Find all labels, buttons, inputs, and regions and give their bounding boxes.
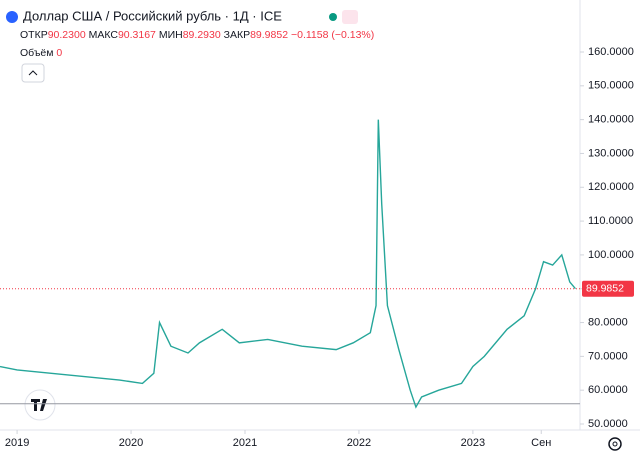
x-tick-label: 2019 — [5, 437, 29, 449]
y-tick-label: 130.0000 — [588, 147, 634, 159]
logo-mark — [31, 399, 47, 411]
y-tick-label: 110.0000 — [588, 215, 633, 227]
symbol-icon — [6, 11, 18, 23]
volume-value: 0 — [56, 47, 62, 59]
last-price-label: 89.9852 — [586, 283, 624, 295]
volume: Объём 0 — [20, 47, 62, 59]
tv-logo — [24, 389, 56, 421]
y-tick-label: 80.0000 — [588, 316, 628, 328]
y-tick-label: 160.0000 — [588, 46, 634, 58]
gear-center — [612, 441, 618, 447]
close: 89.9852 — [250, 29, 288, 41]
x-tick-label: 2023 — [461, 437, 485, 449]
y-tick-label: 70.0000 — [588, 350, 628, 362]
price-line — [0, 119, 576, 409]
high-label: МАКС — [89, 29, 119, 41]
open: 90.2300 — [48, 29, 86, 41]
y-tick-label: 120.0000 — [588, 181, 634, 193]
header: Доллар США / Российский рубль · 1Д · ICE… — [6, 8, 374, 83]
logo-circle — [24, 389, 56, 421]
x-tick-label: Сен — [531, 437, 551, 449]
x-tick-label: 2021 — [233, 437, 257, 449]
open-label: ОТКР — [20, 29, 48, 41]
ohlc: ОТКР90.2300 МАКС90.3167 МИН89.2930 ЗАКР8… — [20, 29, 374, 41]
high: 90.3167 — [118, 29, 156, 41]
change: −0.1158 (−0.13%) — [291, 29, 374, 41]
volume-label: Объём — [20, 47, 53, 59]
x-tick-label: 2020 — [119, 437, 143, 449]
collapse-button[interactable] — [21, 63, 45, 83]
status-dot — [329, 13, 337, 21]
x-tick-label: 2022 — [347, 437, 371, 449]
y-tick-label: 60.0000 — [588, 384, 628, 396]
gear[interactable] — [608, 437, 622, 451]
y-tick-label: 150.0000 — [588, 80, 634, 92]
settings-icon[interactable] — [608, 437, 622, 451]
symbol-title: Доллар США / Российский рубль · 1Д · ICE — [23, 8, 282, 23]
close-label: ЗАКР — [224, 29, 250, 41]
low: 89.2930 — [183, 29, 221, 41]
y-tick-label: 140.0000 — [588, 114, 634, 126]
collapse-icon — [28, 70, 38, 76]
status-badge — [342, 10, 358, 24]
low-label: МИН — [159, 29, 183, 41]
last-price-box — [582, 280, 634, 297]
y-tick-label: 100.0000 — [588, 249, 634, 261]
y-tick-label: 50.0000 — [588, 418, 628, 430]
